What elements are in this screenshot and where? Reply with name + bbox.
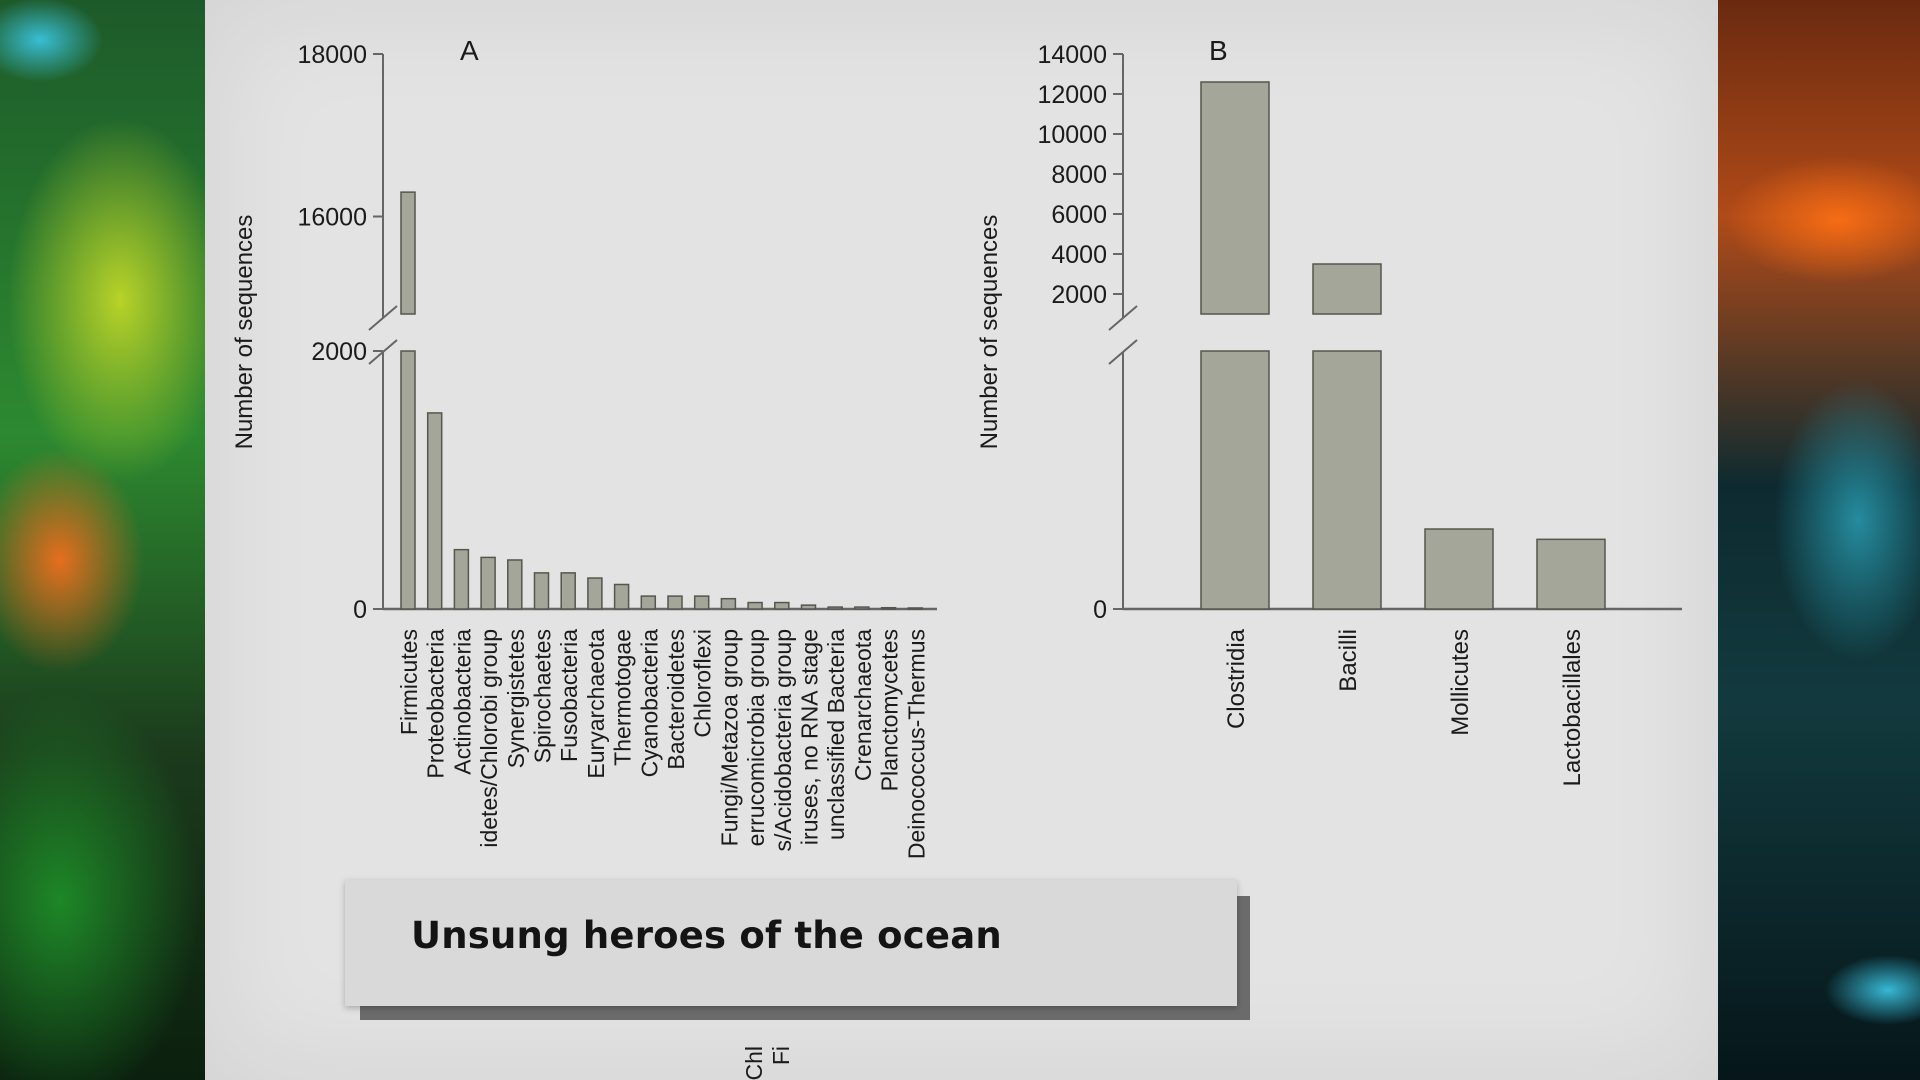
category-label: Lactobacillales bbox=[1559, 629, 1586, 786]
category-label: Chloroflexi bbox=[690, 629, 716, 738]
y-tick-label: 14000 bbox=[1037, 41, 1107, 69]
panel-label: B bbox=[1209, 35, 1228, 66]
bar bbox=[480, 556, 496, 610]
chart-a: 0 2000 16000 18000 Number of sequences A Firmi… bbox=[231, 35, 937, 1080]
bar-upper-segment bbox=[1312, 263, 1382, 315]
category-label: idetes/Chlorobi group bbox=[476, 629, 502, 848]
bar bbox=[560, 572, 576, 610]
clipped-category-label: Chl bbox=[741, 1046, 767, 1080]
caption-title: Unsung heroes of the ocean bbox=[411, 914, 1002, 957]
bar bbox=[880, 606, 897, 610]
category-label: Crenarchaeota bbox=[850, 629, 876, 781]
y-tick-label: 8000 bbox=[1051, 161, 1107, 189]
category-label: iruses, no RNA stage bbox=[797, 629, 823, 845]
background-left-abstract bbox=[0, 0, 205, 1080]
axis-break-mark bbox=[368, 305, 398, 331]
bar bbox=[453, 548, 470, 610]
bar bbox=[854, 606, 870, 610]
category-label: unclassified Bacteria bbox=[823, 629, 849, 840]
background-right-abstract bbox=[1718, 0, 1920, 1080]
bar bbox=[720, 597, 737, 610]
category-label: Proteobacteria bbox=[423, 629, 449, 779]
y-tick-label: 10000 bbox=[1037, 121, 1107, 149]
clipped-category-label: Fi bbox=[768, 1046, 794, 1065]
bar bbox=[747, 601, 763, 610]
y-tick-label: 2000 bbox=[311, 338, 367, 366]
y-tick-label: 0 bbox=[1093, 596, 1107, 624]
category-label: Mollicutes bbox=[1447, 629, 1474, 736]
category-label: Bacilli bbox=[1335, 629, 1362, 692]
y-axis-label: Number of sequences bbox=[231, 215, 258, 450]
category-label: Firmicutes bbox=[396, 629, 422, 735]
y-tick-label: 6000 bbox=[1051, 201, 1107, 229]
chart-b: 0 2000 4000 6000 8000 10000 12000 14000 Number o… bbox=[976, 35, 1682, 786]
bar bbox=[800, 604, 817, 610]
category-label: Actinobacteria bbox=[449, 629, 475, 775]
y-tick-label: 4000 bbox=[1051, 241, 1107, 269]
bar bbox=[667, 595, 683, 610]
bar bbox=[1536, 538, 1606, 610]
bar bbox=[587, 577, 603, 610]
y-tick-label: 16000 bbox=[297, 204, 367, 232]
axis-break-mark bbox=[1108, 339, 1138, 365]
y-tick-label: 0 bbox=[353, 596, 367, 624]
category-label: errucomicrobia group bbox=[743, 629, 769, 846]
category-label: s/Acidobacteria group bbox=[770, 629, 796, 851]
y-tick-label: 2000 bbox=[1051, 281, 1107, 309]
category-label: Thermotogae bbox=[610, 629, 636, 766]
bar bbox=[640, 595, 657, 610]
bar bbox=[507, 559, 523, 610]
bar-lower-segment bbox=[400, 350, 416, 610]
y-tick-label: 12000 bbox=[1037, 81, 1107, 109]
category-label: Spirochaetes bbox=[530, 629, 556, 763]
category-label: Planctomycetes bbox=[877, 629, 903, 791]
y-tick-label: 18000 bbox=[297, 41, 367, 69]
charts-svg: 0 2000 16000 18000 Number of sequences A Firmi… bbox=[231, 35, 1682, 1080]
slide: 0 2000 16000 18000 Number of sequences A Firmi… bbox=[205, 0, 1718, 1080]
category-label: Clostridia bbox=[1223, 628, 1250, 729]
bar bbox=[774, 601, 790, 610]
category-label: Euryarchaeota bbox=[583, 629, 609, 779]
bar-upper-segment bbox=[400, 191, 416, 315]
bar-lower-segment bbox=[1200, 350, 1270, 610]
category-label: Bacteroidetes bbox=[663, 629, 689, 770]
bar bbox=[426, 412, 443, 610]
category-label: Fusobacteria bbox=[556, 629, 582, 762]
category-label: Fungi/Metazoa group bbox=[716, 629, 742, 846]
axis-break-mark bbox=[1108, 305, 1138, 331]
category-label: Cyanobacteria bbox=[636, 629, 662, 778]
bar bbox=[693, 595, 710, 610]
category-label: Synergistetes bbox=[503, 629, 529, 768]
bar bbox=[533, 572, 550, 610]
bar bbox=[1424, 528, 1494, 610]
category-label: Deinococcus-Thermus bbox=[903, 629, 929, 859]
bar bbox=[827, 606, 843, 610]
caption-box: Unsung heroes of the ocean bbox=[345, 880, 1237, 1006]
bar bbox=[907, 607, 924, 610]
panel-label: A bbox=[460, 35, 479, 66]
bar-lower-segment bbox=[1312, 350, 1382, 610]
bar-upper-segment bbox=[1200, 81, 1270, 315]
y-axis-label: Number of sequences bbox=[976, 215, 1003, 450]
bar bbox=[613, 583, 630, 610]
